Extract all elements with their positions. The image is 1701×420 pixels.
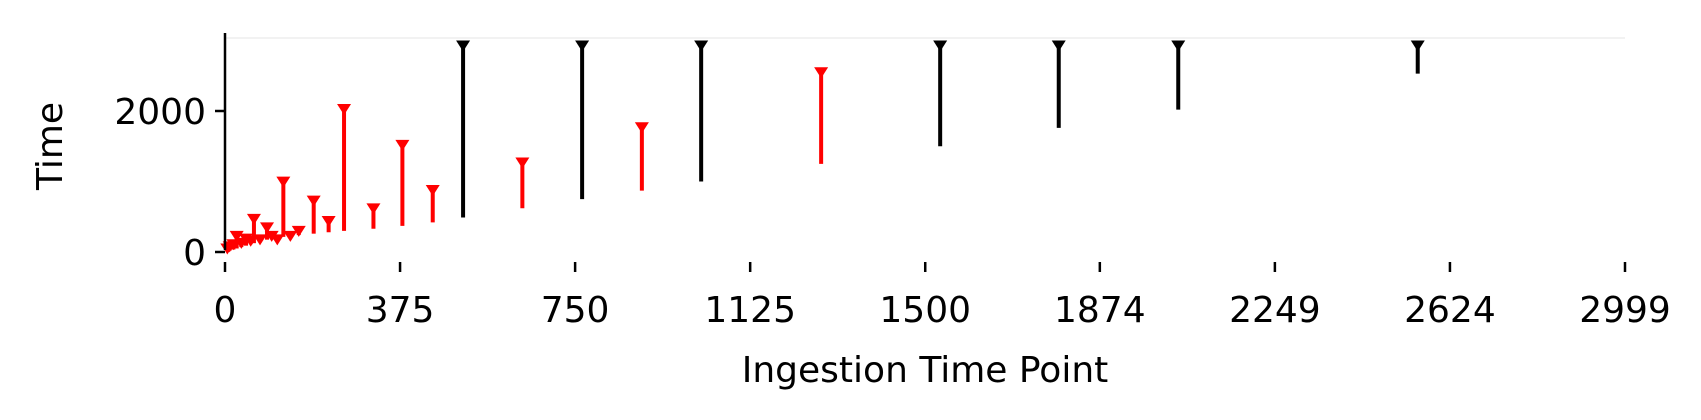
red-segment-14 [291,225,306,237]
black-segment-0 [456,40,471,218]
segment-end-marker [933,40,948,52]
segment-end-marker [291,225,306,237]
segment-end-marker [575,40,590,52]
segment-end-marker [253,234,268,246]
red-segment-18 [366,203,381,229]
segment-end-marker [515,157,530,169]
red-segment-20 [425,185,440,223]
x-tick-label-1125: 1125 [704,290,796,331]
red-segment-7 [246,213,261,244]
segment-end-marker [1171,40,1186,52]
x-tick-label-2999: 2999 [1579,290,1671,331]
x-ticks-layer: 0 375 750 1125 1500 1874 2249 2624 2999 [214,262,1671,331]
segment-end-marker [270,234,285,246]
segment-end-marker [694,40,709,52]
segment-end-marker [1410,40,1425,52]
black-segment-4 [1051,40,1066,128]
segment-end-marker [321,216,336,228]
x-axis-label: Ingestion Time Point [742,350,1109,391]
red-segment-15 [306,195,321,234]
red-segment-23 [814,67,829,164]
red-segment-19 [395,139,410,226]
segment-end-marker [306,195,321,207]
black-segment-6 [1410,40,1425,74]
segments-layer [220,40,1425,255]
black-segment-5 [1171,40,1186,110]
red-segment-13 [283,230,298,242]
segment-end-marker [456,40,471,52]
red-segment-22 [634,122,649,191]
black-segment-3 [933,40,948,147]
segment-end-marker [425,185,440,197]
red-segment-21 [515,157,530,209]
black-segment-2 [694,40,709,182]
segment-end-marker [229,230,244,242]
y-ticks-layer: 0 2000 [114,92,225,274]
segment-end-marker [337,103,352,115]
segment-end-marker [814,67,829,79]
x-tick-label-2249: 2249 [1229,290,1321,331]
red-segment-17 [337,103,352,231]
segment-end-marker [634,122,649,134]
x-tick-label-1500: 1500 [879,290,971,331]
segment-end-marker [1051,40,1066,52]
x-tick-label-750: 750 [541,290,610,331]
black-segment-1 [575,40,590,200]
red-segment-11 [270,234,285,246]
x-tick-label-2624: 2624 [1404,290,1496,331]
y-tick-label-2000: 2000 [114,92,206,133]
x-tick-label-0: 0 [214,290,237,331]
segment-end-marker [366,203,381,215]
segment-end-marker [246,213,261,225]
x-tick-label-375: 375 [366,290,435,331]
red-segment-8 [253,234,268,246]
segment-end-marker [260,222,275,234]
segment-end-marker [276,176,291,188]
red-segment-16 [321,216,336,233]
red-segment-12 [276,176,291,237]
y-axis-label: Time [30,102,71,191]
x-tick-label-1874: 1874 [1054,290,1146,331]
segment-end-marker [395,139,410,151]
segment-end-marker [283,230,298,242]
y-tick-label-0: 0 [183,233,206,274]
